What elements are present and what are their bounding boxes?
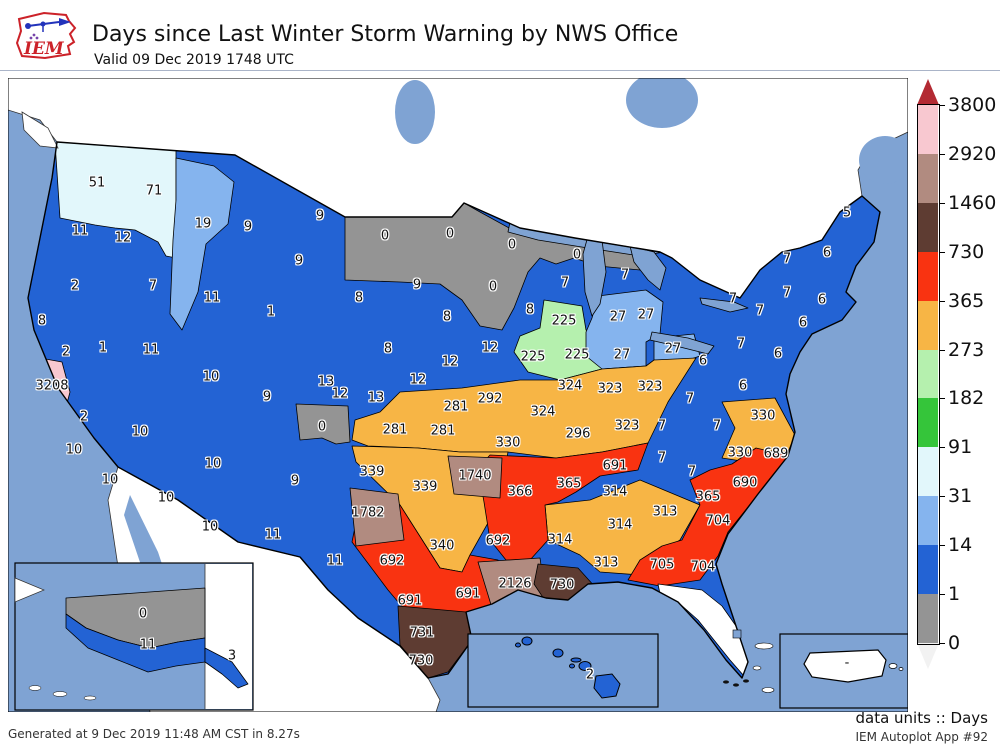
russia-corner bbox=[14, 577, 45, 603]
vancouver-island bbox=[21, 111, 59, 149]
region-tulsa-rose bbox=[447, 455, 503, 499]
generated-timestamp: Generated at 9 Dec 2019 11:48 AM CST in … bbox=[8, 727, 300, 741]
region-arkansas-tennessee-red bbox=[477, 442, 649, 561]
region-northern-plains-gray bbox=[344, 202, 659, 331]
lake-huron bbox=[629, 245, 667, 291]
lake-okeechobee bbox=[732, 629, 742, 639]
weather-vane-icon bbox=[25, 18, 71, 40]
lake-erie bbox=[649, 331, 715, 355]
aleutian-islands bbox=[28, 685, 97, 701]
lake-ontario bbox=[699, 297, 749, 313]
alaska-inset bbox=[14, 562, 254, 711]
bahamas-cuba-islands bbox=[752, 642, 775, 693]
header-divider bbox=[0, 70, 1000, 71]
hawaii-inset bbox=[467, 633, 659, 708]
iem-logo: IEM bbox=[15, 11, 77, 60]
pr-small-islands bbox=[888, 663, 904, 671]
james-bay bbox=[395, 80, 435, 144]
data-units-label: data units :: Days bbox=[855, 709, 988, 727]
logo-text: IEM bbox=[23, 39, 65, 59]
lake-michigan bbox=[582, 235, 607, 317]
puerto-rico-inset bbox=[779, 633, 908, 709]
alaska-panhandle bbox=[204, 647, 249, 689]
page-title: Days since Last Winter Storm Warning by … bbox=[92, 22, 679, 47]
valid-timestamp: Valid 09 Dec 2019 1748 UTC bbox=[94, 52, 294, 68]
region-southeast-colorado-gray bbox=[295, 403, 351, 445]
region-north-idaho bbox=[169, 157, 235, 331]
hawaiian-islands bbox=[515, 636, 621, 699]
conus-outline bbox=[27, 141, 881, 679]
autoplot-app-label: IEM Autoplot App #92 bbox=[855, 730, 988, 744]
gulf-of-st-lawrence bbox=[859, 136, 908, 184]
region-lubbock-rose bbox=[349, 487, 405, 547]
puerto-rico-island bbox=[803, 649, 887, 683]
florida-keys bbox=[723, 679, 749, 687]
hudson-bay bbox=[626, 78, 698, 128]
